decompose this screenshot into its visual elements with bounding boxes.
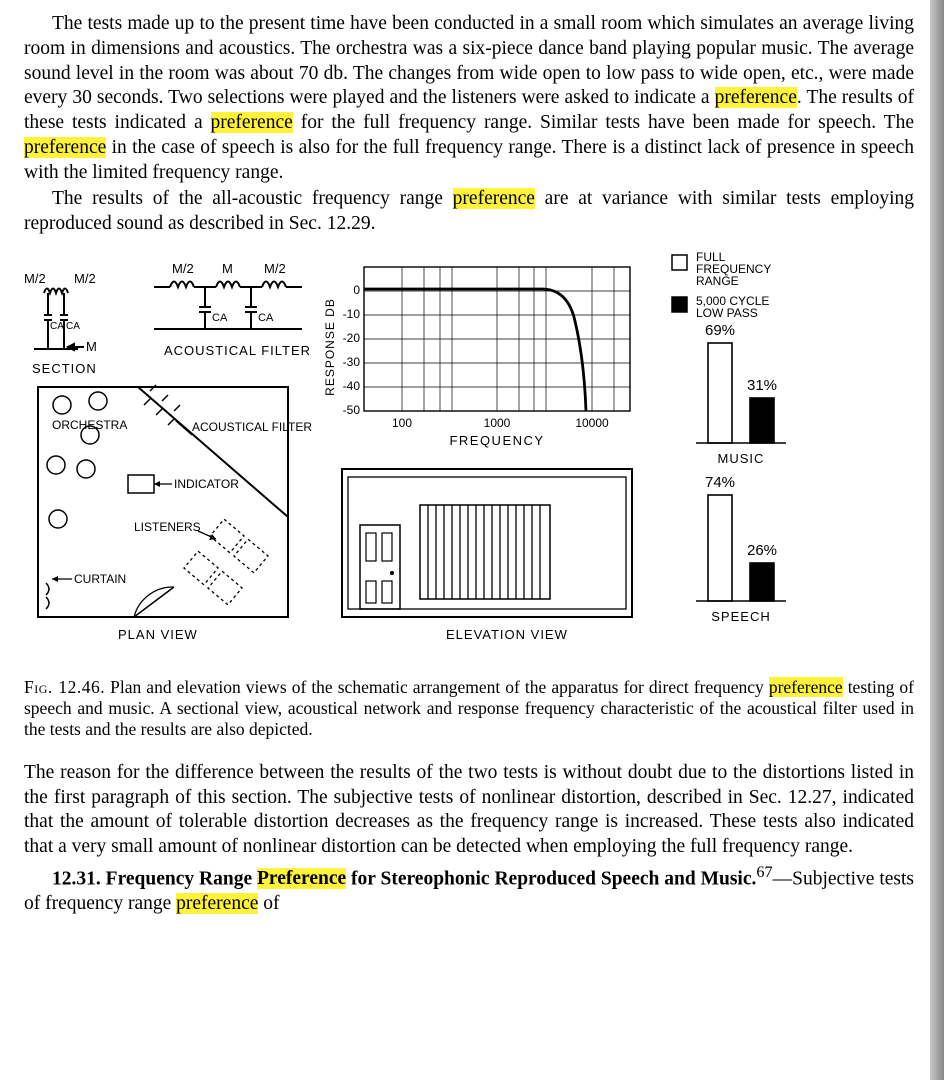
label-m2: M/2 — [172, 261, 194, 276]
text: The results of the all-acoustic frequenc… — [52, 188, 453, 209]
label-ca: CA — [66, 321, 80, 332]
elevation-caption: ELEVATION VIEW — [446, 627, 568, 642]
svg-text:ACOUSTICAL FILTER: ACOUSTICAL FILTER — [192, 420, 312, 434]
response-chart: RESPONSE DB 0 -10 -20 -30 -40 -50 — [323, 267, 630, 448]
body-para-3: The reason for the difference between th… — [24, 761, 914, 860]
xtick: 10000 — [575, 416, 609, 430]
figure-12-46: M/2 M/2 CA CA M SECTION M/2 M M/2 CA CA … — [24, 251, 914, 671]
curtain-label: CURTAIN — [74, 572, 126, 586]
body-para-2: The results of the all-acoustic frequenc… — [24, 187, 914, 237]
footnote-ref: 67 — [756, 863, 772, 881]
body-para-1: The tests made up to the present time ha… — [24, 12, 914, 185]
figure-svg: M/2 M/2 CA CA M SECTION M/2 M M/2 CA CA … — [24, 251, 904, 671]
text: The reason for the difference between th… — [24, 762, 914, 857]
legend: FULLFREQUENCYRANGE 5,000 CYCLELOW PASS — [672, 251, 771, 320]
bar-label: SPEECH — [711, 609, 770, 624]
bar-chart-speech: 74% 26% SPEECH — [696, 474, 786, 624]
text: in the case of speech is also for the fu… — [24, 137, 914, 183]
highlight-preference: preference — [176, 893, 258, 914]
pct-full: 69% — [705, 322, 735, 339]
highlight-preference: preference — [715, 87, 797, 108]
text: Plan and elevation views of the schemati… — [105, 677, 769, 697]
label-ca: CA — [212, 312, 228, 324]
text: for the full frequency range. Similar te… — [293, 112, 914, 133]
orchestra-label: ORCHESTRA — [52, 418, 127, 432]
label-m: M — [222, 261, 233, 276]
filter-network — [154, 281, 302, 329]
label-ca: CA — [50, 321, 64, 332]
ytick: -10 — [343, 307, 361, 321]
bar-full — [708, 343, 732, 443]
section-label: SECTION — [32, 361, 97, 376]
ytick: -20 — [343, 331, 361, 345]
bar-chart-music: 69% 31% MUSIC — [696, 322, 786, 466]
legend-low: 5,000 CYCLELOW PASS — [696, 294, 769, 320]
xtick: 100 — [392, 416, 412, 430]
legend-swatch-low — [672, 297, 687, 312]
caption-lead: Fig. 12.46. — [24, 677, 105, 697]
highlight-preference: Preference — [257, 868, 346, 889]
page-scroll-shadow — [930, 0, 944, 1080]
highlight-preference: preference — [769, 677, 843, 697]
indicator-label: INDICATOR — [174, 477, 239, 491]
text: 12.31. Frequency Range — [52, 868, 257, 889]
bar-label: MUSIC — [718, 451, 765, 466]
highlight-preference: preference — [24, 137, 106, 158]
plan-caption: PLAN VIEW — [118, 627, 198, 642]
elevation-view: ELEVATION VIEW — [342, 469, 632, 642]
highlight-preference: preference — [453, 188, 535, 209]
label-m2: M/2 — [24, 271, 46, 286]
listeners-label: LISTENERS — [134, 520, 201, 534]
label-m: M — [86, 339, 97, 354]
ytick: -50 — [343, 403, 361, 417]
ytick: -30 — [343, 355, 361, 369]
pct-low: 26% — [747, 542, 777, 559]
label-ca: CA — [258, 312, 274, 324]
legend-full: FULLFREQUENCYRANGE — [696, 251, 771, 288]
label-m2: M/2 — [74, 271, 96, 286]
text: for Stereophonic Reproduced Speech and M… — [346, 868, 756, 889]
chart-xlabel: FREQUENCY — [449, 433, 544, 448]
ytick: -40 — [343, 379, 361, 393]
pct-low: 31% — [747, 377, 777, 394]
figure-caption: Fig. 12.46. Plan and elevation views of … — [24, 677, 914, 741]
chart-ylabel: RESPONSE DB — [323, 298, 337, 396]
legend-swatch-full — [672, 255, 687, 270]
ytick: 0 — [353, 283, 360, 297]
bar-low — [750, 563, 774, 601]
text: of — [258, 893, 279, 914]
section-diagram: M/2 M/2 CA CA M SECTION — [24, 271, 97, 376]
xtick: 1000 — [484, 416, 511, 430]
filter-label-group: ACOUSTICAL FILTER — [176, 420, 312, 435]
body-para-4: 12.31. Frequency Range Preference for St… — [24, 862, 914, 917]
label-m2: M/2 — [264, 261, 286, 276]
plan-view: ORCHESTRA ACOUSTICAL FILTER INDICATOR LI… — [38, 385, 312, 642]
bar-low — [750, 398, 774, 443]
highlight-preference: preference — [211, 112, 293, 133]
filter-label: ACOUSTICAL FILTER — [164, 343, 311, 358]
pct-full: 74% — [705, 474, 735, 491]
bar-full — [708, 495, 732, 601]
